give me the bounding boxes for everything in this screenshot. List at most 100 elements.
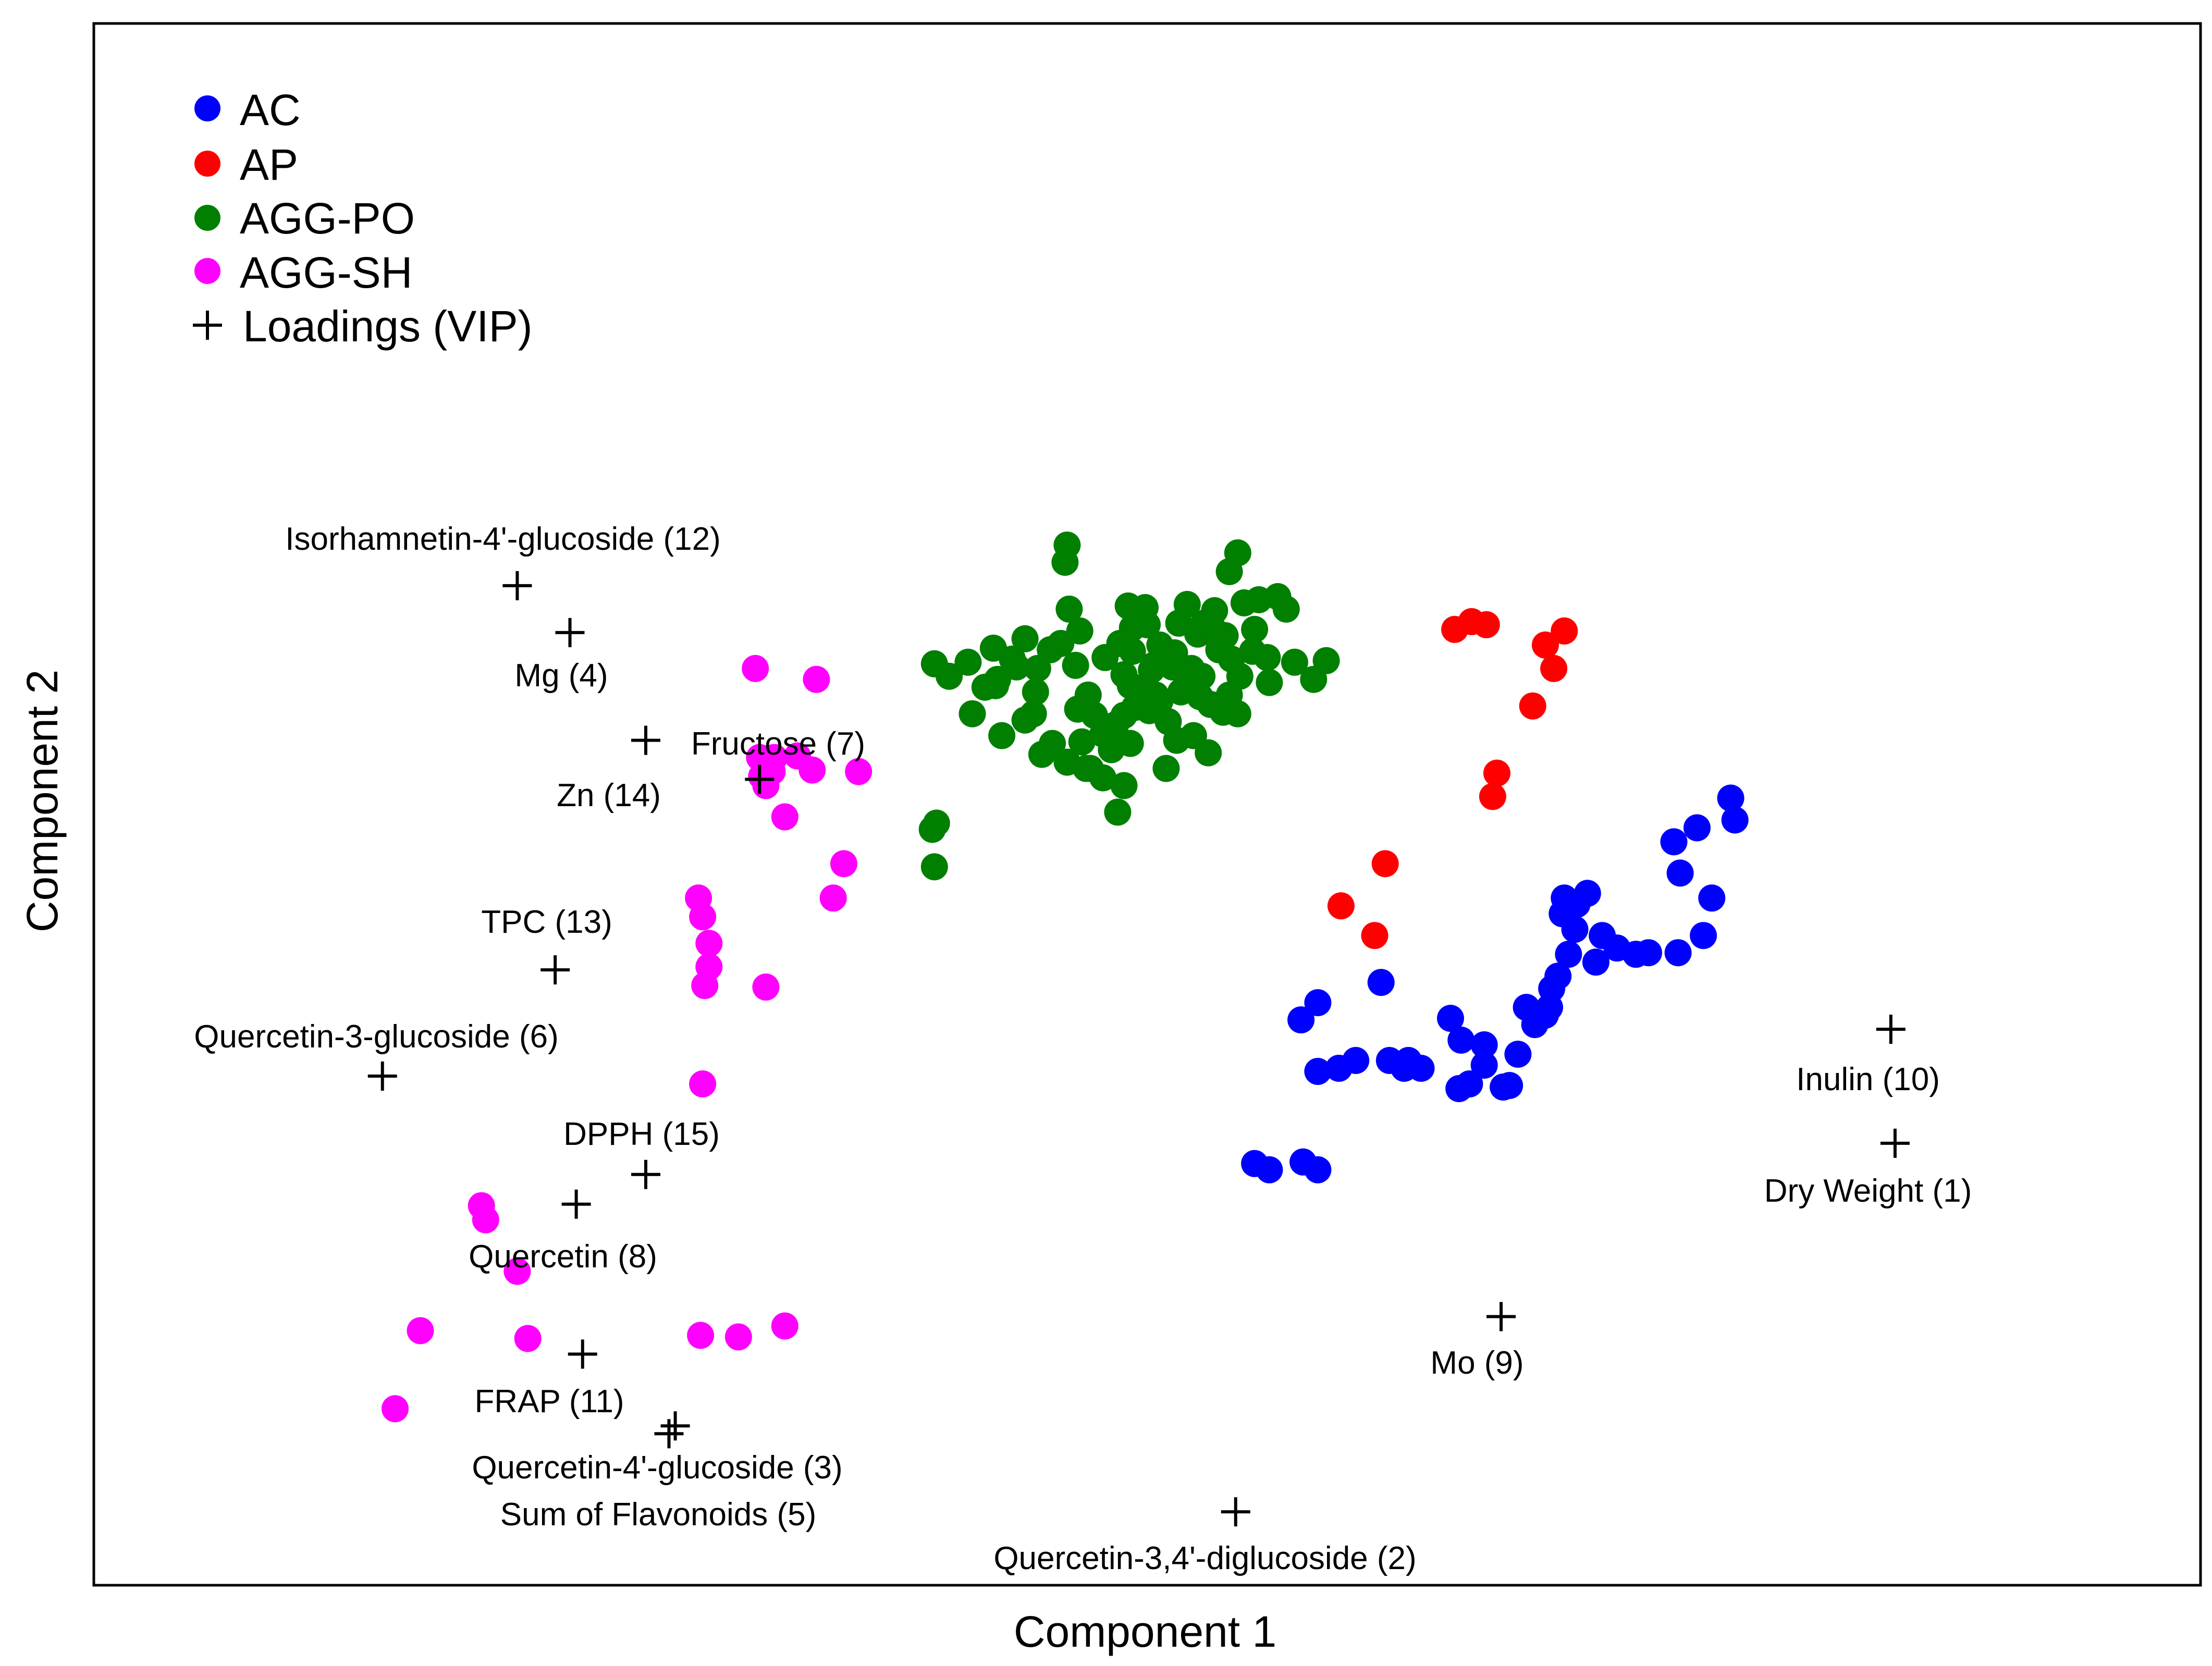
plot-area-frame	[92, 22, 2202, 1587]
point-agg-po-14	[1055, 595, 1083, 623]
point-ap-0	[1327, 892, 1355, 920]
point-agg-po-46	[1241, 615, 1269, 643]
point-agg-po-93	[1201, 597, 1228, 624]
loading-marker-5	[367, 1061, 397, 1091]
loading-label-zn: Zn (14)	[557, 778, 661, 813]
legend-marker-agg-po	[194, 205, 220, 231]
loading-marker-12	[540, 955, 570, 985]
point-agg-po-26	[1068, 728, 1096, 756]
point-ap-6	[1519, 692, 1546, 720]
point-agg-sh-1	[742, 655, 769, 682]
point-agg-sh-28	[382, 1395, 409, 1423]
point-agg-po-70	[984, 665, 1011, 693]
loading-marker-10	[568, 1339, 597, 1369]
point-agg-po-89	[1110, 661, 1138, 688]
point-agg-sh-24	[407, 1317, 434, 1344]
point-agg-sh-25	[687, 1322, 715, 1349]
point-agg-po-95	[1165, 609, 1193, 637]
point-agg-sh-22	[503, 1257, 531, 1285]
point-ac-13	[1407, 1055, 1435, 1082]
loading-marker-0	[1880, 1128, 1910, 1158]
point-ac-28	[1544, 962, 1572, 990]
point-agg-sh-27	[771, 1312, 798, 1340]
point-agg-po-44	[1224, 539, 1251, 566]
loading-label-tpc: TPC (13)	[481, 904, 612, 940]
point-agg-po-64	[1104, 798, 1132, 826]
point-ac-43	[1666, 859, 1694, 887]
point-agg-sh-9	[845, 758, 872, 785]
point-agg-po-50	[1281, 648, 1308, 676]
point-agg-po-96	[1146, 687, 1174, 715]
legend-marker-agg-sh	[194, 258, 220, 284]
point-agg-po-74	[954, 648, 982, 676]
point-ac-17	[1456, 1070, 1483, 1097]
loading-marker-2	[660, 1411, 690, 1441]
point-agg-sh-19	[689, 1070, 717, 1097]
point-ac-41	[1690, 922, 1717, 949]
point-ac-6	[1304, 1058, 1332, 1085]
point-ac-39	[1635, 939, 1662, 967]
point-agg-po-2	[923, 809, 950, 837]
legend-label-ap: AP	[240, 140, 298, 189]
point-ac-46	[1717, 784, 1744, 812]
point-ac-34	[1574, 880, 1601, 907]
legend-marker-ap	[194, 151, 220, 177]
point-agg-po-62	[1116, 730, 1144, 757]
point-agg-po-25	[1066, 617, 1093, 645]
point-ac-29	[1555, 941, 1582, 968]
point-agg-sh-18	[752, 973, 780, 1001]
loading-label-dry-weight: Dry Weight (1)	[1764, 1173, 1972, 1209]
loading-label-quercetin-3-glucoside: Quercetin-3-glucoside (6)	[194, 1019, 559, 1055]
point-agg-sh-26	[724, 1323, 752, 1351]
point-agg-po-97	[1186, 683, 1214, 710]
point-agg-po-92	[1177, 659, 1205, 687]
point-ap-8	[1479, 783, 1506, 810]
loading-label-inulin: Inulin (10)	[1796, 1062, 1940, 1097]
point-ac-8	[1367, 969, 1395, 996]
legend: AC AP AGG-PO AGG-SH Loadings (VIP)	[193, 85, 533, 351]
loading-marker-3	[555, 618, 585, 647]
point-ac-18	[1470, 1031, 1498, 1058]
point-ap-5	[1472, 611, 1500, 638]
point-agg-sh-15	[695, 930, 723, 957]
point-ap-1	[1361, 922, 1388, 949]
point-ac-22	[1504, 1041, 1532, 1068]
point-ac-44	[1660, 828, 1688, 856]
point-agg-po-72	[979, 634, 1007, 662]
point-agg-sh-11	[830, 850, 857, 878]
point-agg-sh-21	[472, 1206, 499, 1233]
loading-marker-1	[1221, 1497, 1250, 1527]
point-agg-po-99	[1114, 592, 1142, 620]
point-agg-po-15	[1062, 651, 1089, 679]
point-agg-po-59	[1195, 739, 1222, 767]
point-ap-9	[1531, 631, 1559, 659]
loading-label-frap: FRAP (11)	[474, 1384, 624, 1420]
legend-label-agg-sh: AGG-SH	[240, 248, 412, 297]
point-agg-po-24	[1053, 532, 1081, 559]
point-ac-4	[1304, 989, 1332, 1017]
loading-marker-4	[654, 1419, 684, 1449]
point-ac-15	[1447, 1027, 1475, 1054]
point-agg-sh-14	[689, 903, 717, 931]
point-agg-po-81	[1239, 637, 1267, 665]
point-agg-po-57	[1224, 700, 1251, 727]
point-agg-po-71	[1011, 625, 1039, 652]
loading-marker-6	[745, 764, 775, 794]
point-agg-po-30	[1102, 711, 1129, 738]
point-agg-po-63	[1110, 772, 1138, 799]
point-agg-sh-0	[803, 665, 830, 693]
point-ac-19	[1470, 1052, 1498, 1079]
point-agg-sh-17	[691, 972, 719, 999]
point-agg-po-5	[958, 700, 986, 727]
loading-label-mg: Mg (4)	[514, 658, 608, 694]
point-agg-po-73	[988, 722, 1016, 749]
legend-label-agg-po: AGG-PO	[240, 194, 415, 243]
point-agg-sh-12	[819, 884, 847, 912]
loading-label-fructose: Fructose (7)	[691, 726, 865, 762]
point-agg-sh-8	[798, 756, 826, 784]
point-agg-po-1	[920, 853, 948, 881]
loading-marker-8	[1486, 1302, 1516, 1331]
loading-marker-7	[561, 1189, 591, 1219]
point-ac-5	[1287, 1006, 1315, 1034]
point-ac-42	[1698, 884, 1726, 912]
